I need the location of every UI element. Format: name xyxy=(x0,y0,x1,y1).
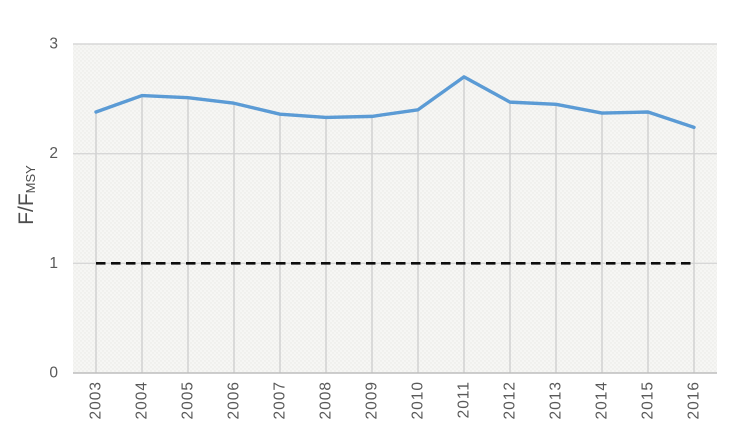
x-tick-label: 2011 xyxy=(456,381,473,418)
x-tick-label: 2009 xyxy=(364,381,381,419)
x-tick-label: 2004 xyxy=(134,381,151,419)
x-tick-label: 2014 xyxy=(594,381,611,419)
plot-area xyxy=(73,44,717,373)
x-tick-label: 2003 xyxy=(88,381,105,419)
x-tick-label: 2006 xyxy=(226,381,243,419)
x-tick-label: 2016 xyxy=(686,381,703,419)
x-tick-label: 2012 xyxy=(502,381,519,419)
y-tick-label: 0 xyxy=(49,365,58,382)
y-tick-label: 1 xyxy=(49,255,58,272)
x-tick-label: 2010 xyxy=(410,381,427,419)
y-tick-label: 2 xyxy=(49,145,58,162)
series-line-f-fmsy xyxy=(94,75,696,130)
x-tick-label: 2015 xyxy=(640,381,657,419)
x-tick-label: 2005 xyxy=(180,381,197,419)
y-axis-title: F/FMSY xyxy=(15,165,38,225)
y-tick-label: 3 xyxy=(49,36,58,53)
x-tick-label: 2013 xyxy=(548,381,565,419)
x-tick-label: 2008 xyxy=(318,381,335,419)
x-tick-label: 2007 xyxy=(272,381,289,419)
